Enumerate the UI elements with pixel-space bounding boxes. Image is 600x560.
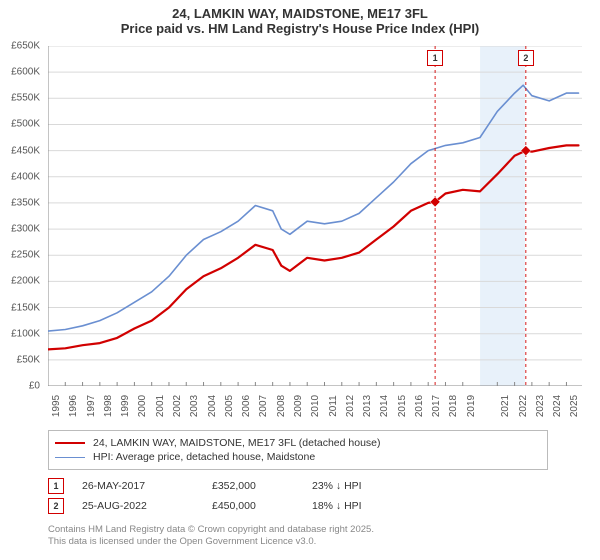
x-tick-label: 2017 bbox=[431, 395, 442, 417]
y-tick-label: £300K bbox=[11, 224, 40, 235]
marker-date: 26-MAY-2017 bbox=[82, 480, 212, 492]
x-tick-label: 2021 bbox=[500, 395, 511, 417]
y-tick-label: £650K bbox=[11, 41, 40, 52]
y-tick-label: £100K bbox=[11, 328, 40, 339]
x-tick-label: 2022 bbox=[518, 395, 529, 417]
x-tick-label: 2001 bbox=[155, 395, 166, 417]
shaded-region bbox=[480, 46, 525, 386]
x-tick-label: 2005 bbox=[224, 395, 235, 417]
x-tick-label: 2015 bbox=[397, 395, 408, 417]
y-tick-label: £450K bbox=[11, 145, 40, 156]
footer-line1: Contains HM Land Registry data © Crown c… bbox=[48, 524, 568, 536]
marker-price: £450,000 bbox=[212, 500, 312, 512]
x-tick-label: 2014 bbox=[379, 395, 390, 417]
x-tick-label: 2011 bbox=[328, 395, 339, 417]
x-tick-label: 2008 bbox=[276, 395, 287, 417]
y-tick-label: £150K bbox=[11, 302, 40, 313]
footer-note: Contains HM Land Registry data © Crown c… bbox=[48, 524, 568, 548]
chart-container: 24, LAMKIN WAY, MAIDSTONE, ME17 3FL Pric… bbox=[0, 0, 600, 560]
x-tick-label: 2010 bbox=[310, 395, 321, 417]
x-tick-label: 1998 bbox=[103, 395, 114, 417]
marker-price: £352,000 bbox=[212, 480, 312, 492]
footer-line2: This data is licensed under the Open Gov… bbox=[48, 536, 568, 548]
marker-row: 1 26-MAY-2017£352,00023% ↓ HPI bbox=[48, 478, 548, 494]
x-tick-label: 2013 bbox=[362, 395, 373, 417]
marker-badge: 1 bbox=[48, 478, 64, 494]
marker-row: 2 25-AUG-2022£450,00018% ↓ HPI bbox=[48, 498, 548, 514]
x-tick-label: 2016 bbox=[414, 395, 425, 417]
y-tick-label: £500K bbox=[11, 119, 40, 130]
y-tick-label: £250K bbox=[11, 250, 40, 261]
chart-area: 12 bbox=[48, 46, 582, 386]
chart-badge-2: 2 bbox=[518, 50, 534, 66]
y-axis: £0£50K£100K£150K£200K£250K£300K£350K£400… bbox=[0, 46, 44, 386]
y-tick-label: £350K bbox=[11, 197, 40, 208]
x-tick-label: 2018 bbox=[448, 395, 459, 417]
y-tick-label: £550K bbox=[11, 93, 40, 104]
x-tick-label: 2023 bbox=[535, 395, 546, 417]
y-tick-label: £0 bbox=[29, 381, 40, 392]
chart-badge-1: 1 bbox=[427, 50, 443, 66]
y-tick-label: £200K bbox=[11, 276, 40, 287]
x-tick-label: 1999 bbox=[120, 395, 131, 417]
marker-hpi: 23% ↓ HPI bbox=[312, 480, 432, 492]
legend-swatch bbox=[55, 457, 85, 458]
marker-badge: 2 bbox=[48, 498, 64, 514]
x-tick-label: 2019 bbox=[466, 395, 477, 417]
x-tick-label: 1996 bbox=[68, 395, 79, 417]
x-axis: 1995 1996 1997 1998 1999 2000 2001 2002 2003 2004… bbox=[48, 388, 582, 428]
title-block: 24, LAMKIN WAY, MAIDSTONE, ME17 3FL Pric… bbox=[0, 0, 600, 36]
x-tick-label: 2006 bbox=[241, 395, 252, 417]
marker-date: 25-AUG-2022 bbox=[82, 500, 212, 512]
x-tick-label: 2024 bbox=[552, 395, 563, 417]
legend-label: 24, LAMKIN WAY, MAIDSTONE, ME17 3FL (det… bbox=[93, 437, 381, 449]
x-tick-label: 1995 bbox=[51, 395, 62, 417]
legend-row: HPI: Average price, detached house, Maid… bbox=[55, 451, 541, 463]
legend-row: 24, LAMKIN WAY, MAIDSTONE, ME17 3FL (det… bbox=[55, 437, 541, 449]
x-tick-label: 1997 bbox=[86, 395, 97, 417]
legend-swatch bbox=[55, 442, 85, 444]
x-tick-label: 2004 bbox=[207, 395, 218, 417]
x-tick-label: 2007 bbox=[258, 395, 269, 417]
y-tick-label: £400K bbox=[11, 171, 40, 182]
x-tick-label: 2012 bbox=[345, 395, 356, 417]
y-tick-label: £600K bbox=[11, 67, 40, 78]
chart-svg bbox=[48, 46, 582, 386]
x-tick-label: 2025 bbox=[569, 395, 580, 417]
x-tick-label: 2000 bbox=[137, 395, 148, 417]
marker-hpi: 18% ↓ HPI bbox=[312, 500, 432, 512]
x-tick-label: 2009 bbox=[293, 395, 304, 417]
x-tick-label: 2002 bbox=[172, 395, 183, 417]
title-line2: Price paid vs. HM Land Registry's House … bbox=[0, 21, 600, 36]
marker-table: 1 26-MAY-2017£352,00023% ↓ HPI 2 25-AUG-202… bbox=[48, 474, 548, 518]
title-line1: 24, LAMKIN WAY, MAIDSTONE, ME17 3FL bbox=[0, 6, 600, 21]
x-tick-label: 2003 bbox=[189, 395, 200, 417]
legend: 24, LAMKIN WAY, MAIDSTONE, ME17 3FL (det… bbox=[48, 430, 548, 470]
legend-label: HPI: Average price, detached house, Maid… bbox=[93, 451, 315, 463]
y-tick-label: £50K bbox=[17, 354, 40, 365]
